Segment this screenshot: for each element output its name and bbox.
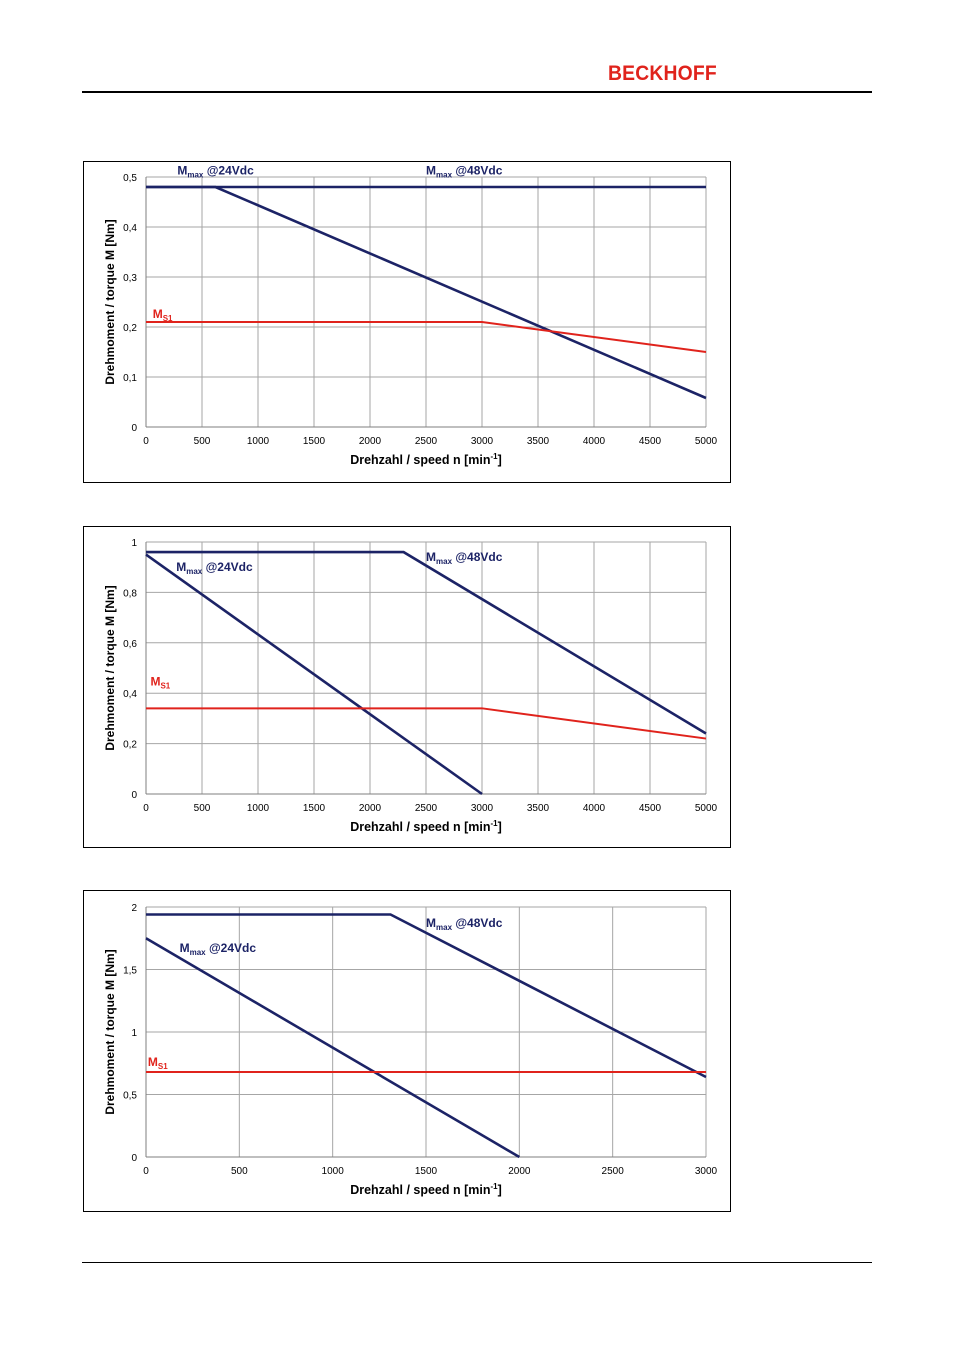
x-tick-label: 2500 [415,803,438,814]
y-tick-label: 0,4 [123,689,137,700]
torque-chart-3-svg: 0 500 1000 1500 2000 2500 3000 0 0,5 1 1,5 2 Drehzah… [103,903,718,1197]
x-tick-label: 1500 [303,803,326,814]
x-tick-label: 500 [231,1166,248,1177]
series-label-mmax48: Mmax @48Vdc [426,164,503,180]
x-tick-label: 5000 [695,803,718,814]
y-tick-label: 0 [131,423,137,434]
x-tick-label: 4000 [583,436,606,447]
x-tick-label: 3000 [471,803,494,814]
y-axis-title: Drehmoment / torque M [Nm] [103,219,117,384]
x-tick-label: 1500 [303,436,326,447]
y-tick-label: 0,2 [123,740,137,751]
series-label-mmax48: Mmax @48Vdc [426,916,503,932]
y-tick-label: 0,4 [123,223,137,234]
series-label-mmax24: Mmax @24Vdc [180,941,257,957]
series-label-mmax24: Mmax @24Vdc [176,560,253,576]
series-line-mmax48 [146,913,707,1079]
x-tick-label: 0 [143,1166,149,1177]
y-tick-label: 0,3 [123,273,137,284]
y-tick-label: 0 [131,790,137,801]
x-tick-label: 1000 [247,436,270,447]
x-tick-label: 1000 [322,1166,345,1177]
y-tick-label: 0,5 [123,173,137,184]
torque-chart-2-svg: 0 500 1000 1500 2000 2500 3000 3500 4000 4500 5000… [103,538,718,834]
series-line-mmax24 [145,553,483,796]
torque-chart-3: 0 500 1000 1500 2000 2500 3000 0 0,5 1 1,5 2 Drehzah… [83,890,731,1212]
x-tick-label: 3500 [527,803,550,814]
x-axis-title: Drehzahl / speed n [min-1] [350,1182,502,1197]
series-line-mmax24 [145,937,520,1159]
series-label-mmax48: Mmax @48Vdc [426,550,503,566]
footer-rule [82,1262,872,1263]
x-tick-label: 3000 [471,436,494,447]
x-tick-label: 500 [194,803,211,814]
x-tick-label: 4500 [639,436,662,447]
y-tick-label: 2 [131,903,137,914]
x-tick-label: 4000 [583,803,606,814]
brand-logo: BECKHOFF [608,62,717,85]
y-tick-label: 0,5 [123,1091,137,1102]
x-axis-title: Drehzahl / speed n [min-1] [350,452,502,467]
series-line-ms1 [146,321,707,353]
y-tick-label: 1 [131,538,137,549]
series-label-ms1: MS1 [148,1055,168,1071]
series-line-mmax48 [146,550,707,735]
torque-chart-1-svg: 0 500 1000 1500 2000 2500 3000 3500 4000 4500 5000… [103,164,718,468]
series-label-mmax24: Mmax @24Vdc [177,164,254,180]
x-tick-label: 1000 [247,803,270,814]
header-rule [82,91,872,93]
series-label-ms1: MS1 [153,307,173,323]
y-tick-label: 0,6 [123,639,137,650]
y-tick-label: 1,5 [123,966,137,977]
y-tick-label: 1 [131,1028,137,1039]
y-axis-title: Drehmoment / torque M [Nm] [103,949,117,1114]
x-tick-label: 5000 [695,436,718,447]
series-line-ms1 [146,707,707,740]
y-axis-title: Drehmoment / torque M [Nm] [103,585,117,750]
torque-chart-1: 0 500 1000 1500 2000 2500 3000 3500 4000 4500 5000… [83,161,731,483]
y-tick-label: 0 [131,1153,137,1164]
torque-chart-2: 0 500 1000 1500 2000 2500 3000 3500 4000 4500 5000… [83,526,731,848]
x-tick-label: 0 [143,436,149,447]
x-tick-label: 500 [194,436,211,447]
series-label-ms1: MS1 [150,675,170,691]
x-tick-label: 2500 [602,1166,625,1177]
x-tick-label: 3000 [695,1166,718,1177]
x-tick-label: 1500 [415,1166,438,1177]
x-tick-label: 2000 [359,803,382,814]
x-tick-label: 2500 [415,436,438,447]
x-tick-label: 0 [143,803,149,814]
x-tick-label: 2000 [359,436,382,447]
y-tick-label: 0,8 [123,588,137,599]
x-axis-title: Drehzahl / speed n [min-1] [350,819,502,834]
y-tick-label: 0,1 [123,373,137,384]
x-tick-label: 3500 [527,436,550,447]
x-tick-label: 4500 [639,803,662,814]
y-tick-label: 0,2 [123,323,137,334]
x-tick-label: 2000 [508,1166,531,1177]
